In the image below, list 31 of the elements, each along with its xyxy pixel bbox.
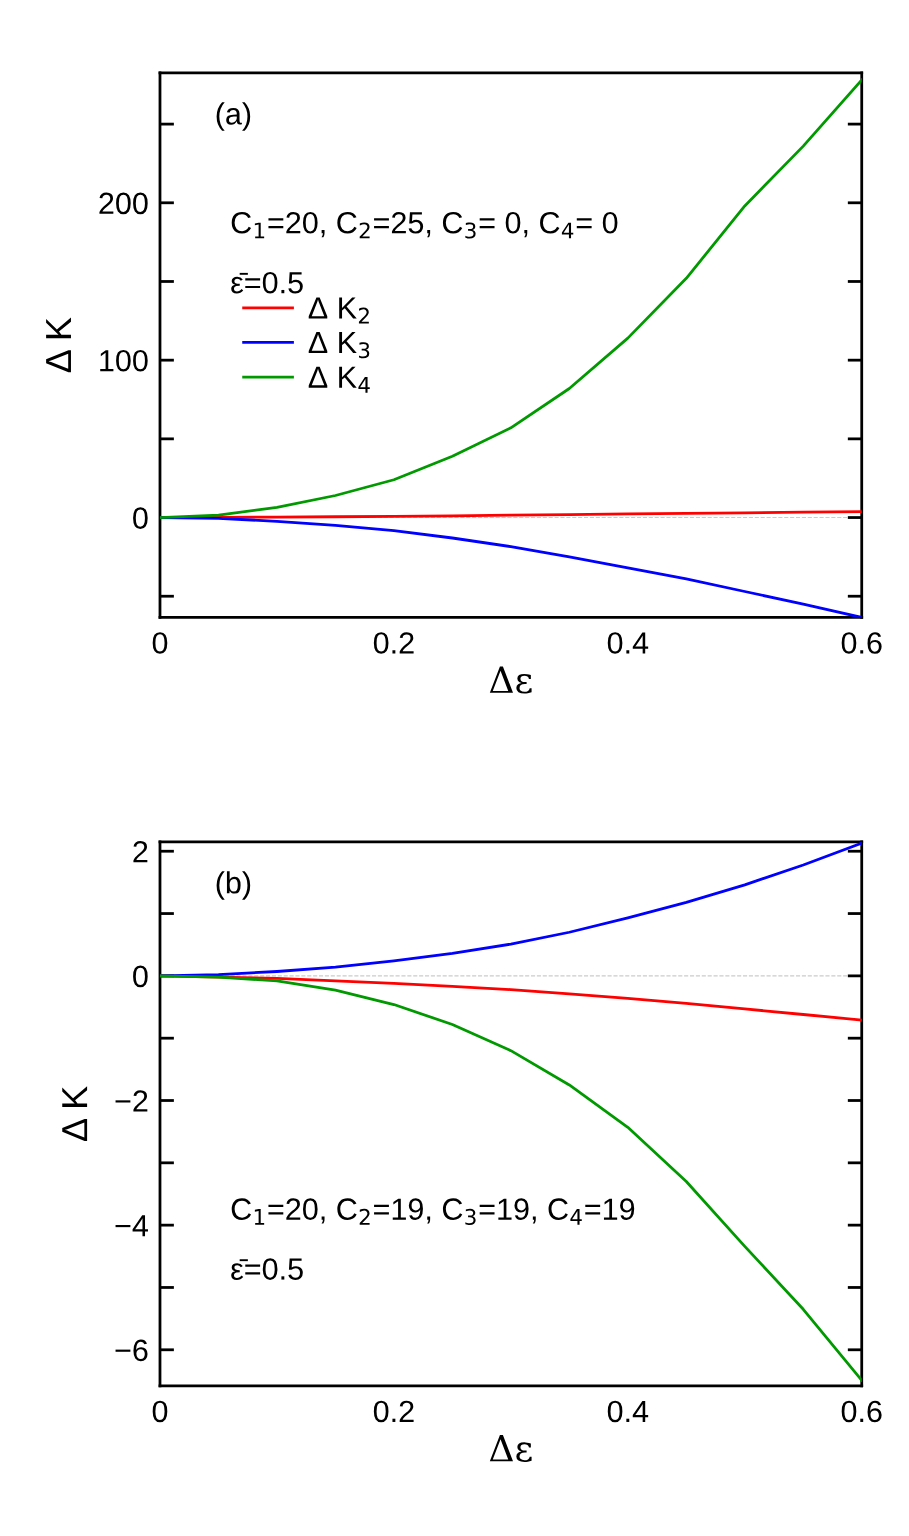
annotation: ε̄=0.5 (231, 1258, 303, 1280)
x-tick-label: 0.2 (373, 1400, 414, 1423)
x-tick-label: 0.2 (373, 632, 414, 654)
x-tick-label: 0.4 (607, 632, 649, 654)
y-tick-label: −4 (115, 1215, 148, 1237)
legend-label: Δ K$_{2}$ (308, 297, 369, 324)
annotation: (b) (216, 871, 251, 900)
y-tick-label: 0 (133, 965, 148, 988)
x-axis-title: Δε (489, 666, 532, 694)
legend-label: Δ K$_{4}$ (308, 366, 370, 393)
text: C$_{1}$=20, C$_{2}$=25, C$_{3}$= 0, C$_{4}$= 0 (231, 211, 618, 239)
y-tick-label: −2 (115, 1090, 148, 1112)
x-tick-label: 0.6 (841, 1400, 882, 1423)
legend-label: Δ K$_{3}$ (308, 332, 370, 359)
x-tick-label: 0 (152, 1400, 168, 1423)
y-tick-label: −6 (115, 1339, 148, 1362)
line-series (159, 78, 862, 519)
annotation: ε̄=0.5 (231, 271, 303, 294)
line-series (159, 974, 862, 1382)
x-tick-label: 0.4 (607, 1400, 649, 1423)
y-tick-label: 2 (133, 840, 148, 863)
x-tick-label: 0 (152, 632, 168, 654)
annotation: (a) (216, 102, 251, 131)
y-axis-title: Δ K (62, 1086, 88, 1141)
y-tick-label: 0 (133, 507, 148, 529)
x-axis-title: Δε (489, 1434, 532, 1462)
y-tick-label: 200 (99, 192, 148, 215)
x-tick-label: 0.6 (841, 632, 882, 654)
y-axis-title: Δ K (46, 317, 71, 373)
y-tick-label: 100 (100, 349, 148, 372)
text: C$_{1}$=20, C$_{2}$=19, C$_{3}$=19, C$_{4}$=19 (231, 1198, 635, 1225)
